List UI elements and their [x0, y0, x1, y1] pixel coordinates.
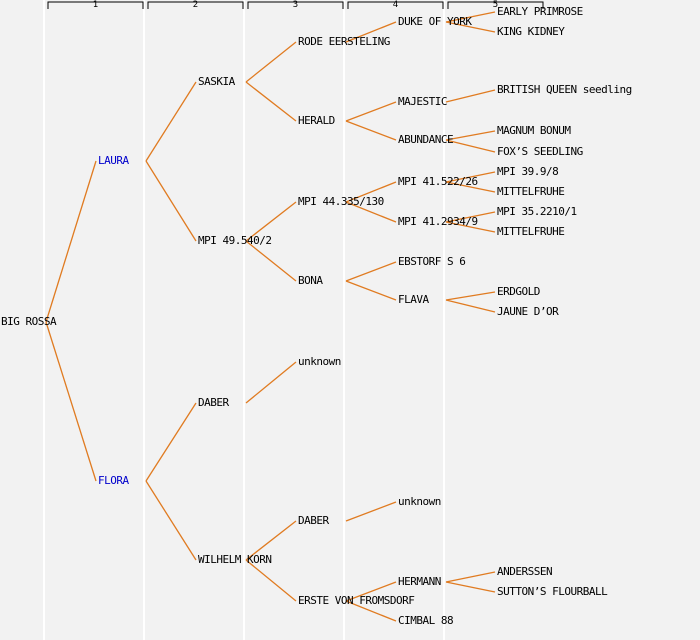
pedigree-node-mittelfruhe-2: MITTELFRUHE: [497, 225, 565, 238]
pedigree-node-ebstorf-s-6: EBSTORF S 6: [398, 255, 466, 268]
pedigree-edge: [245, 41, 297, 83]
pedigree-node-bona: BONA: [298, 274, 323, 287]
pedigree-edge: [445, 89, 496, 103]
pedigree-edge: [145, 81, 197, 162]
pedigree-node-unknown-2: unknown: [398, 495, 441, 508]
pedigree-node-jaune-dor: JAUNE D’OR: [497, 305, 559, 318]
pedigree-node-foxs-seedling: FOX’S SEEDLING: [497, 145, 583, 158]
pedigree-edge: [245, 240, 297, 282]
pedigree-edge: [445, 11, 496, 23]
pedigree-edge: [445, 581, 496, 593]
pedigree-edge: [345, 181, 397, 203]
pedigree-node-early-primrose: EARLY PRIMROSE: [497, 5, 583, 18]
pedigree-edge: [445, 139, 496, 153]
pedigree-node-majestic: MAJESTIC: [398, 95, 447, 108]
pedigree-node-mpi-41-522-26: MPI 41.522/26: [398, 175, 478, 188]
pedigree-node-anderssen: ANDERSSEN: [497, 565, 553, 578]
generation-label: 2: [192, 0, 199, 10]
pedigree-node-wilhelm-korn: WILHELM KORN: [198, 553, 272, 566]
pedigree-edge: [245, 81, 297, 122]
pedigree-node-big-rossa: BIG ROSSA: [1, 315, 57, 328]
pedigree-edge: [345, 120, 397, 141]
pedigree-node-duke-of-york: DUKE OF YORK: [398, 15, 472, 28]
pedigree-node-daber-2: DABER: [298, 514, 329, 527]
generation-label: 1: [92, 0, 99, 10]
pedigree-edge: [245, 361, 297, 404]
pedigree-edge: [345, 280, 397, 301]
pedigree-node-british-queen-seedling: BRITISH QUEEN seedling: [497, 83, 632, 96]
pedigree-node-unknown-1: unknown: [298, 355, 341, 368]
pedigree-edge: [345, 201, 397, 223]
pedigree-edge: [345, 261, 397, 282]
pedigree-edge: [245, 559, 297, 602]
generation-bracket: [247, 1, 344, 9]
pedigree-node-hermann: HERMANN: [398, 575, 441, 588]
pedigree-edge: [445, 211, 496, 223]
pedigree-edge: [245, 201, 297, 242]
pedigree-node-flora[interactable]: FLORA: [98, 474, 129, 487]
pedigree-node-herald: HERALD: [298, 114, 335, 127]
pedigree-edge: [45, 321, 97, 482]
generation-bracket: [47, 1, 144, 9]
pedigree-edge: [145, 402, 197, 482]
pedigree-node-rode-eersteling: RODE EERSTELING: [298, 35, 390, 48]
pedigree-edge: [345, 581, 397, 602]
pedigree-node-mpi-39-9-8: MPI 39.9/8: [497, 165, 559, 178]
pedigree-edge: [445, 299, 496, 313]
pedigree-node-laura[interactable]: LAURA: [98, 154, 129, 167]
pedigree-node-magnum-bonum: MAGNUM BONUM: [497, 124, 571, 137]
pedigree-edge: [445, 130, 496, 141]
pedigree-edge: [445, 21, 496, 33]
pedigree-node-mpi-49-540-2: MPI 49.540/2: [198, 234, 272, 247]
pedigree-node-cimbal-88: CIMBAL 88: [398, 614, 454, 627]
pedigree-node-flava: FLAVA: [398, 293, 429, 306]
pedigree-node-king-kidney: KING KIDNEY: [497, 25, 565, 38]
pedigree-node-erste-von-fromsdorf: ERSTE VON FROMSDORF: [298, 594, 415, 607]
pedigree-node-abundance: ABUNDANCE: [398, 133, 454, 146]
generation-bracket: [347, 1, 444, 9]
generation-bracket: [447, 1, 544, 9]
pedigree-edge: [145, 160, 197, 242]
pedigree-node-daber-1: DABER: [198, 396, 229, 409]
pedigree-node-mittelfruhe-1: MITTELFRUHE: [497, 185, 565, 198]
pedigree-edge: [445, 571, 496, 583]
pedigree-edge: [445, 291, 496, 301]
pedigree-edge: [45, 160, 97, 323]
pedigree-edge: [445, 221, 496, 233]
pedigree-node-mpi-35-2210-1: MPI 35.2210/1: [497, 205, 577, 218]
pedigree-node-saskia: SASKIA: [198, 75, 235, 88]
generation-label: 4: [392, 0, 399, 10]
pedigree-edge: [245, 520, 297, 561]
pedigree-node-erdgold: ERDGOLD: [497, 285, 540, 298]
pedigree-edge: [345, 501, 397, 522]
pedigree-edge: [445, 181, 496, 193]
pedigree-edge: [345, 600, 397, 622]
pedigree-node-mpi-44-335-130: MPI 44.335/130: [298, 195, 384, 208]
generation-label: 3: [292, 0, 299, 10]
pedigree-edge: [345, 21, 397, 43]
generation-bracket: [147, 1, 244, 9]
pedigree-edge: [445, 171, 496, 183]
pedigree-edge: [145, 480, 197, 561]
generation-label: 5: [492, 0, 499, 10]
pedigree-node-mpi-41-2934-9: MPI 41.2934/9: [398, 215, 478, 228]
pedigree-node-suttons-flourball: SUTTON’S FLOURBALL: [497, 585, 608, 598]
pedigree-edge: [345, 101, 397, 122]
